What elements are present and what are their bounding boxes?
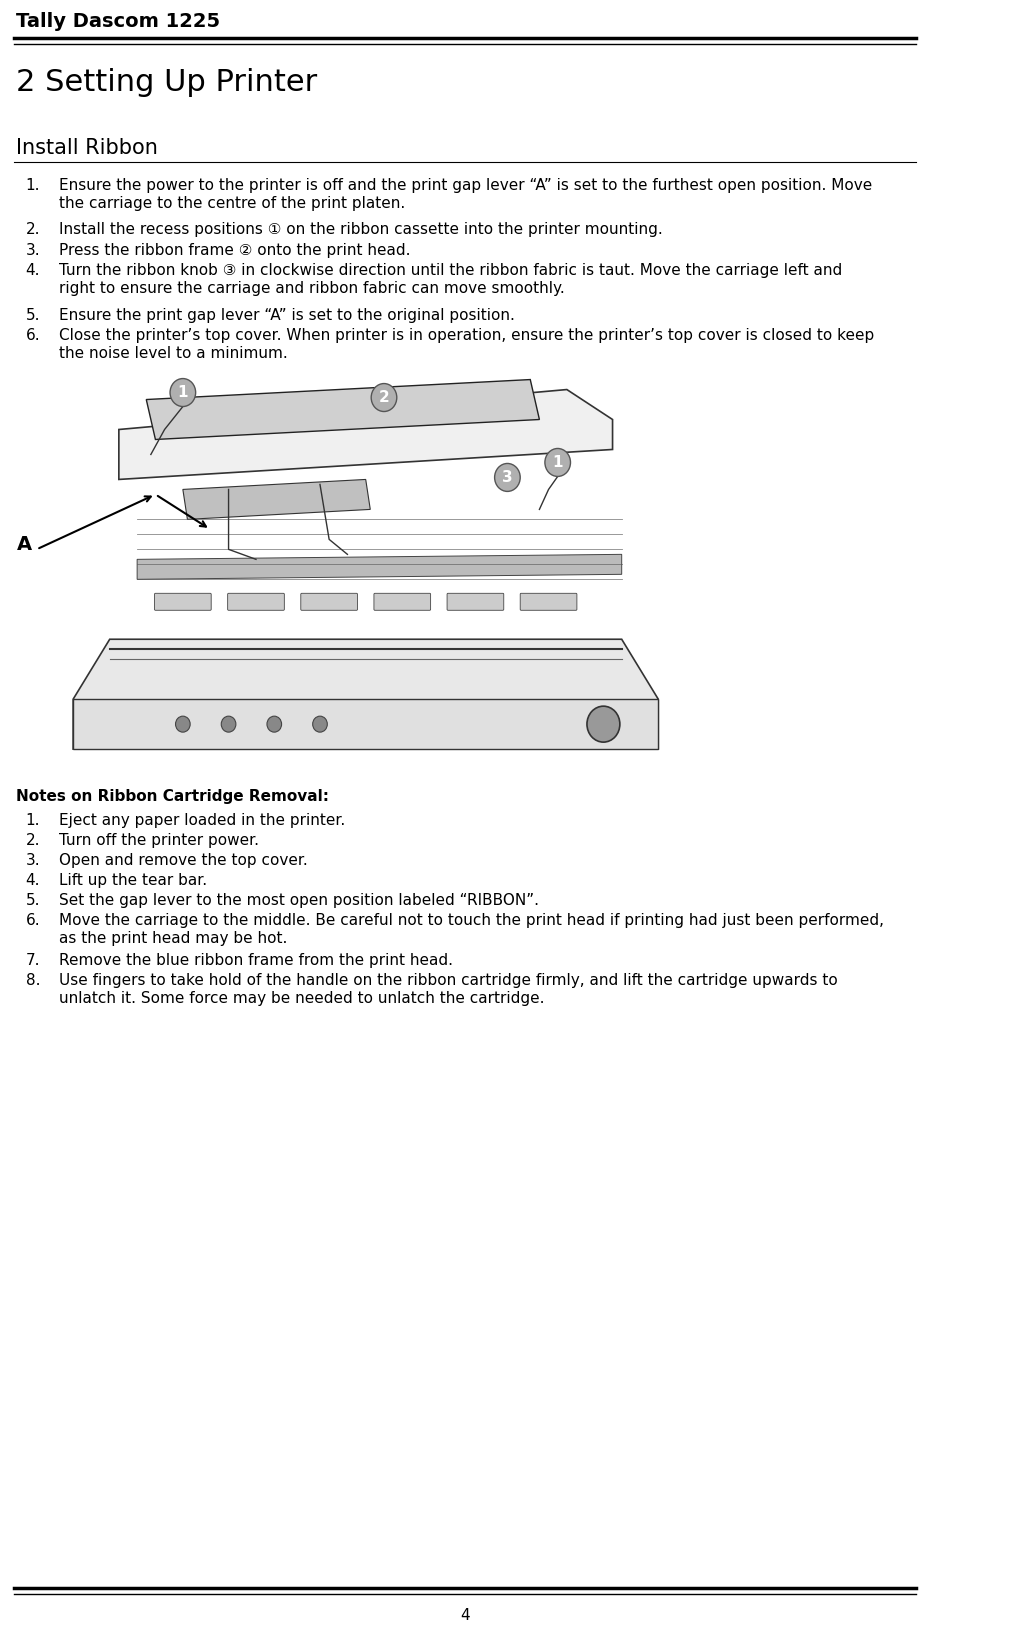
Text: 3.: 3. [25, 853, 41, 867]
FancyBboxPatch shape [155, 594, 212, 610]
Text: Tally Dascom 1225: Tally Dascom 1225 [16, 11, 221, 31]
Text: right to ensure the carriage and ribbon fabric can move smoothly.: right to ensure the carriage and ribbon … [59, 281, 565, 296]
Text: 6.: 6. [25, 327, 41, 343]
Polygon shape [73, 700, 658, 748]
Circle shape [494, 464, 521, 491]
Text: the carriage to the centre of the print platen.: the carriage to the centre of the print … [59, 195, 406, 212]
Text: Remove the blue ribbon frame from the print head.: Remove the blue ribbon frame from the pr… [59, 953, 454, 968]
Text: 3.: 3. [25, 242, 41, 257]
Text: Ensure the print gap lever “A” is set to the original position.: Ensure the print gap lever “A” is set to… [59, 308, 516, 322]
Text: 1.: 1. [25, 177, 40, 192]
Text: A: A [16, 535, 32, 553]
Text: 5.: 5. [25, 308, 40, 322]
Circle shape [222, 716, 236, 732]
Text: 5.: 5. [25, 893, 40, 908]
Circle shape [587, 706, 620, 742]
Polygon shape [183, 480, 370, 519]
Text: Open and remove the top cover.: Open and remove the top cover. [59, 853, 308, 867]
Text: Lift up the tear bar.: Lift up the tear bar. [59, 874, 207, 888]
Text: 4: 4 [460, 1607, 470, 1624]
FancyBboxPatch shape [228, 594, 285, 610]
FancyBboxPatch shape [374, 594, 430, 610]
Polygon shape [137, 555, 621, 579]
Text: 1: 1 [552, 456, 563, 470]
Text: 1: 1 [178, 386, 188, 400]
Circle shape [176, 716, 190, 732]
Text: Use fingers to take hold of the handle on the ribbon cartridge firmly, and lift : Use fingers to take hold of the handle o… [59, 973, 838, 988]
Circle shape [545, 449, 571, 477]
Text: Eject any paper loaded in the printer.: Eject any paper loaded in the printer. [59, 814, 346, 828]
FancyBboxPatch shape [447, 594, 503, 610]
Text: 6.: 6. [25, 913, 41, 927]
Text: the noise level to a minimum.: the noise level to a minimum. [59, 345, 288, 361]
Text: Turn the ribbon knob ③ in clockwise direction until the ribbon fabric is taut. M: Turn the ribbon knob ③ in clockwise dire… [59, 262, 843, 278]
Text: 2.: 2. [25, 833, 40, 848]
Text: 7.: 7. [25, 953, 40, 968]
Text: Notes on Ribbon Cartridge Removal:: Notes on Ribbon Cartridge Removal: [16, 789, 330, 804]
Text: Set the gap lever to the most open position labeled “RIBBON”.: Set the gap lever to the most open posit… [59, 893, 539, 908]
Circle shape [267, 716, 282, 732]
Circle shape [170, 379, 195, 407]
FancyBboxPatch shape [521, 594, 577, 610]
Polygon shape [146, 379, 539, 439]
Text: Close the printer’s top cover. When printer is in operation, ensure the printer’: Close the printer’s top cover. When prin… [59, 327, 875, 343]
Text: 8.: 8. [25, 973, 40, 988]
Text: 2: 2 [378, 390, 390, 405]
Text: Install the recess positions ① on the ribbon cassette into the printer mounting.: Install the recess positions ① on the ri… [59, 221, 663, 238]
Circle shape [371, 384, 397, 412]
Text: Turn off the printer power.: Turn off the printer power. [59, 833, 259, 848]
Polygon shape [119, 389, 612, 480]
Text: as the print head may be hot.: as the print head may be hot. [59, 931, 288, 945]
Text: unlatch it. Some force may be needed to unlatch the cartridge.: unlatch it. Some force may be needed to … [59, 991, 545, 1005]
Text: 2.: 2. [25, 221, 40, 238]
Text: Move the carriage to the middle. Be careful not to touch the print head if print: Move the carriage to the middle. Be care… [59, 913, 885, 927]
Text: 2 Setting Up Printer: 2 Setting Up Printer [16, 68, 317, 98]
Text: Press the ribbon frame ② onto the print head.: Press the ribbon frame ② onto the print … [59, 242, 411, 257]
Text: Ensure the power to the printer is off and the print gap lever “A” is set to the: Ensure the power to the printer is off a… [59, 177, 873, 192]
Text: 4.: 4. [25, 262, 40, 278]
Polygon shape [73, 639, 658, 748]
Text: Install Ribbon: Install Ribbon [16, 138, 159, 158]
Text: 1.: 1. [25, 814, 40, 828]
Text: 3: 3 [502, 470, 513, 485]
Text: 4.: 4. [25, 874, 40, 888]
FancyBboxPatch shape [301, 594, 357, 610]
Circle shape [312, 716, 327, 732]
